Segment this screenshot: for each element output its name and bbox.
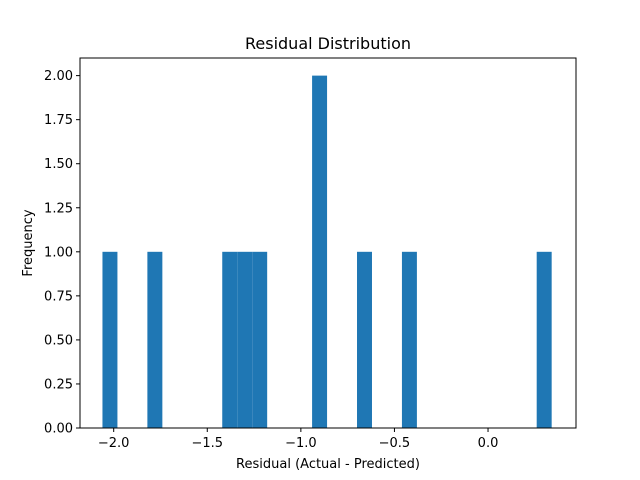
x-tick-label: −0.5 bbox=[379, 436, 411, 451]
histogram-bar-4 bbox=[252, 251, 268, 428]
x-axis-ticks: −2.0 −1.5 −1.0 −0.5 0.0 bbox=[98, 428, 498, 451]
chart-title: Residual Distribution bbox=[245, 34, 411, 53]
histogram-bar-8 bbox=[536, 251, 552, 428]
y-tick-label: 0.25 bbox=[44, 377, 73, 392]
y-tick-label: 1.25 bbox=[44, 201, 73, 216]
x-tick-label: −2.0 bbox=[98, 436, 130, 451]
y-tick-label: 1.75 bbox=[44, 113, 73, 128]
x-tick-label: 0.0 bbox=[478, 436, 499, 451]
histogram-bar-6 bbox=[357, 251, 372, 428]
bars-group bbox=[102, 75, 552, 428]
histogram-bar-2 bbox=[222, 251, 238, 428]
histogram-bar-3 bbox=[237, 251, 253, 428]
y-tick-label: 1.50 bbox=[44, 157, 73, 172]
histogram-bar-7 bbox=[401, 251, 417, 428]
histogram-bar-0 bbox=[102, 251, 118, 428]
y-tick-label: 0.50 bbox=[44, 333, 73, 348]
plot-frame bbox=[79, 57, 577, 429]
y-tick-label: 0.00 bbox=[44, 422, 73, 437]
y-tick-label: 1.00 bbox=[44, 245, 73, 260]
histogram-bar-5 bbox=[312, 75, 328, 428]
y-tick-label: 0.75 bbox=[44, 289, 73, 304]
histogram-bar-1 bbox=[147, 251, 163, 428]
x-tick-label: −1.5 bbox=[191, 436, 223, 451]
y-tick-label: 2.00 bbox=[44, 69, 73, 84]
x-tick-label: −1.0 bbox=[285, 436, 317, 451]
x-axis-label: Residual (Actual - Predicted) bbox=[236, 457, 420, 472]
y-axis-label: Frequency bbox=[21, 209, 36, 276]
y-axis-ticks: 0.00 0.25 0.50 0.75 1.00 1.25 1.50 1.75 2.00 bbox=[44, 69, 80, 437]
